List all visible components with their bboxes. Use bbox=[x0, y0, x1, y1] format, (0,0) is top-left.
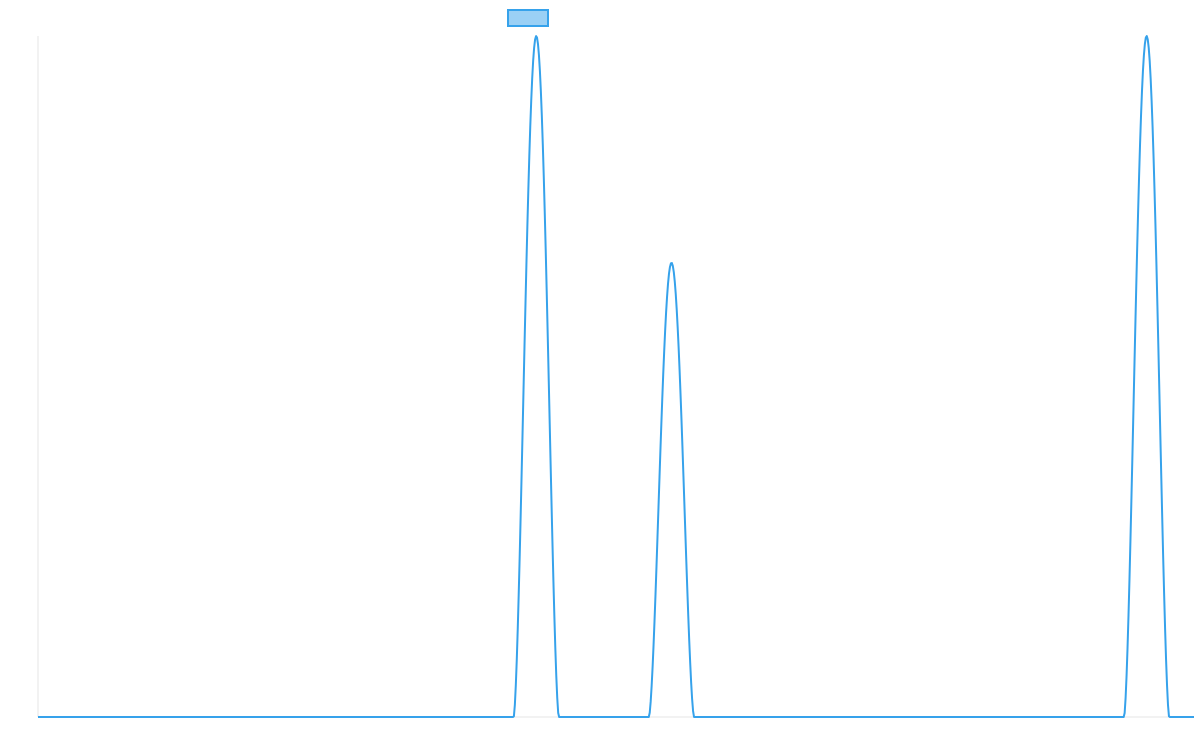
data-point-peak-2[interactable] bbox=[668, 260, 674, 266]
axes bbox=[37, 36, 1194, 718]
series-layer bbox=[37, 33, 1195, 718]
data-point-peak-3[interactable] bbox=[1144, 33, 1150, 39]
data-point-peak-1[interactable] bbox=[533, 33, 539, 39]
legend-swatch[interactable] bbox=[507, 9, 549, 27]
legend[interactable] bbox=[507, 9, 549, 27]
series-line[interactable] bbox=[37, 35, 1195, 718]
